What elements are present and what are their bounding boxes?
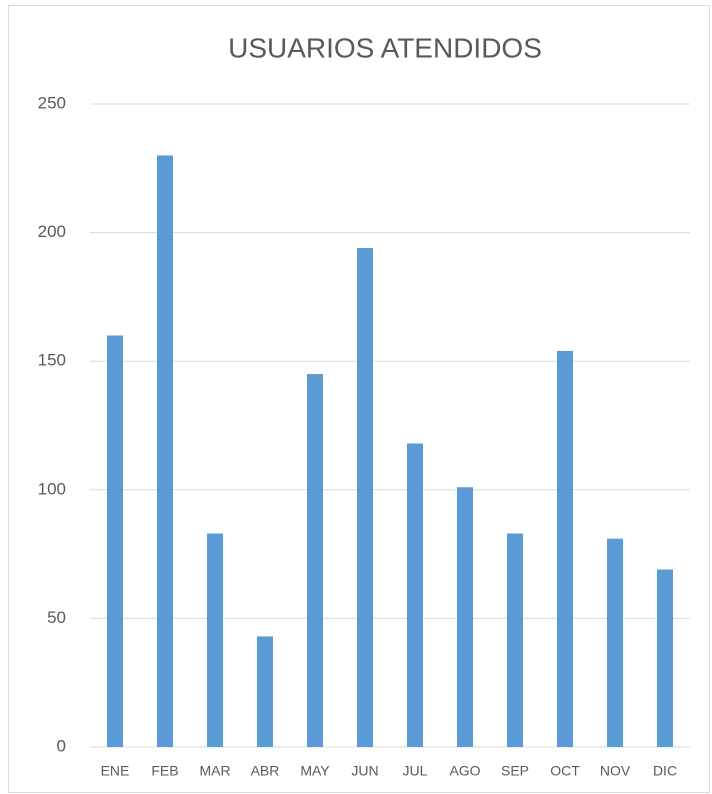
y-tick-label: 150: [38, 351, 66, 370]
bar: [557, 350, 573, 747]
x-tick-label: MAR: [199, 763, 230, 779]
bar: [107, 335, 123, 747]
x-tick-label: ABR: [251, 763, 280, 779]
y-tick-label: 250: [38, 93, 66, 112]
bar: [157, 155, 173, 747]
y-tick-label: 200: [38, 222, 66, 241]
x-tick-label: SEP: [501, 763, 529, 779]
x-tick-label: JUN: [351, 763, 378, 779]
y-tick-label: 50: [47, 608, 66, 627]
x-tick-label: DIC: [653, 763, 677, 779]
x-tick-label: NOV: [600, 763, 631, 779]
bar: [307, 374, 323, 747]
x-tick-label: OCT: [550, 763, 580, 779]
x-tick-label: AGO: [449, 763, 480, 779]
bar: [207, 533, 223, 747]
x-tick-label: MAY: [300, 763, 330, 779]
x-tick-label: ENE: [101, 763, 130, 779]
bar: [607, 538, 623, 747]
x-tick-label: JUL: [403, 763, 428, 779]
y-tick-label: 0: [57, 736, 66, 755]
chart-title: USUARIOS ATENDIDOS: [228, 32, 542, 63]
bar: [457, 487, 473, 747]
bar: [407, 443, 423, 747]
bar: [357, 248, 373, 748]
bar: [657, 569, 673, 747]
bar: [257, 636, 273, 747]
x-tick-label: FEB: [151, 763, 178, 779]
bar: [507, 533, 523, 747]
y-tick-label: 100: [38, 479, 66, 498]
